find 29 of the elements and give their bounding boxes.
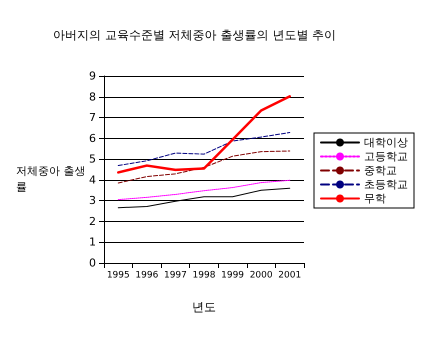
x-tick-label: 2001 <box>278 270 302 280</box>
y-tick-label: 1 <box>89 236 96 249</box>
y-axis-title: 저체중아 출생률 <box>16 164 86 194</box>
y-tick-label: 9 <box>89 70 96 82</box>
legend-label: 고등학교 <box>364 150 408 163</box>
x-axis-title: 년도 <box>192 300 216 314</box>
y-tick-label: 5 <box>89 152 96 166</box>
line-series <box>118 132 290 166</box>
y-tick-label: 6 <box>89 132 96 145</box>
y-tick-label: 0 <box>89 256 96 270</box>
legend-label: 무학 <box>364 192 386 205</box>
legend-label: 초등학교 <box>364 178 408 191</box>
y-tick-label: 4 <box>89 173 96 186</box>
x-tick-label: 1995 <box>106 270 130 280</box>
x-tick-label: 2000 <box>250 270 273 280</box>
line-series <box>118 150 290 184</box>
y-tick-label: 8 <box>89 90 96 104</box>
line-series <box>118 180 290 200</box>
y-tick-label: 2 <box>89 214 96 228</box>
legend-label: 대학이상 <box>364 136 408 149</box>
x-tick-label: 1997 <box>164 270 187 280</box>
x-tick-label: 1996 <box>135 270 159 280</box>
chart-title: 아버지의 교육수준별 저체중아 출생률의 년도별 추이 <box>53 28 336 42</box>
y-tick-label: 3 <box>89 194 96 208</box>
line-series <box>117 95 291 174</box>
y-tick-label: 7 <box>89 111 96 124</box>
x-tick-label: 1998 <box>192 270 216 280</box>
legend-label: 중학교 <box>364 164 397 177</box>
x-tick-label: 1999 <box>221 270 244 280</box>
